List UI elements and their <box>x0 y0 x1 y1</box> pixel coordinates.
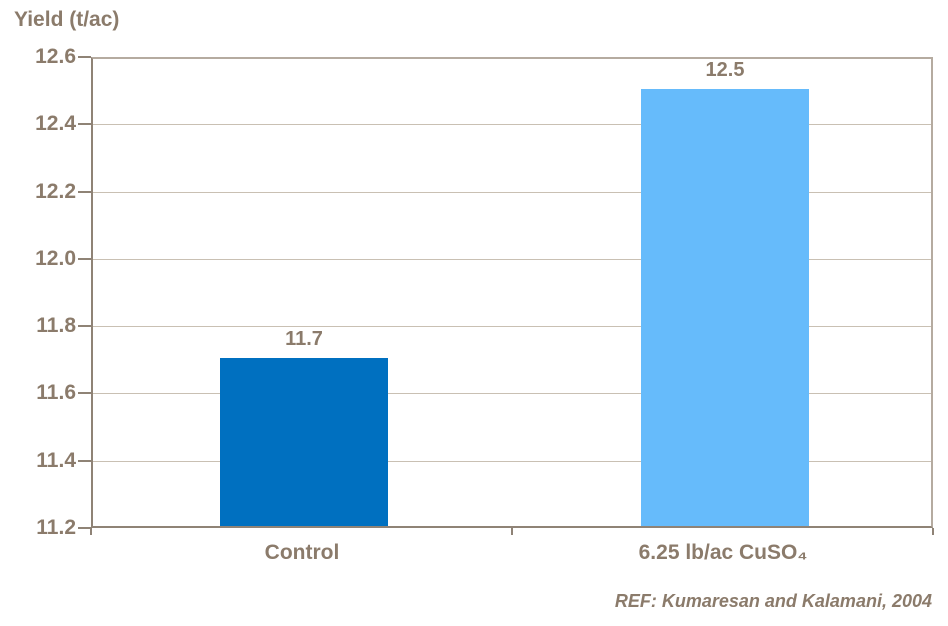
y-axis-tick <box>78 527 91 529</box>
y-axis-label: 12.4 <box>35 112 76 136</box>
y-axis-tick <box>78 325 91 328</box>
y-axis-label: 11.8 <box>36 314 76 338</box>
x-axis-label: 6.25 lb/ac CuSO₄ <box>638 541 808 564</box>
y-axis-tick <box>78 123 91 126</box>
y-axis-label: 12.0 <box>35 246 76 270</box>
y-axis-tick <box>78 392 91 395</box>
x-axis-tick <box>511 528 513 535</box>
bar-control <box>220 358 388 526</box>
chart-title: Yield (t/ac) <box>14 8 120 31</box>
y-axis-tick <box>78 190 91 193</box>
y-axis-label: 11.2 <box>36 516 76 539</box>
y-axis-label: 12.6 <box>35 45 76 68</box>
x-axis-tick <box>90 528 92 535</box>
y-axis-tick <box>78 459 91 462</box>
y-axis-label: 12.2 <box>35 179 76 203</box>
bar-cuso4 <box>641 89 809 526</box>
y-axis-label: 11.4 <box>36 448 76 472</box>
y-axis-tick <box>78 56 91 58</box>
y-axis-label: 11.6 <box>36 381 76 405</box>
bar-value-label: 11.7 <box>285 328 323 350</box>
x-axis-label: Control <box>264 541 340 564</box>
bar-value-label: 12.5 <box>705 59 745 81</box>
plot-area: 11.7 12.5 <box>91 57 933 528</box>
x-axis-tick <box>932 528 934 535</box>
reference-text: REF: Kumaresan and Kalamani, 2004 <box>614 591 932 611</box>
y-axis-tick <box>78 257 91 260</box>
